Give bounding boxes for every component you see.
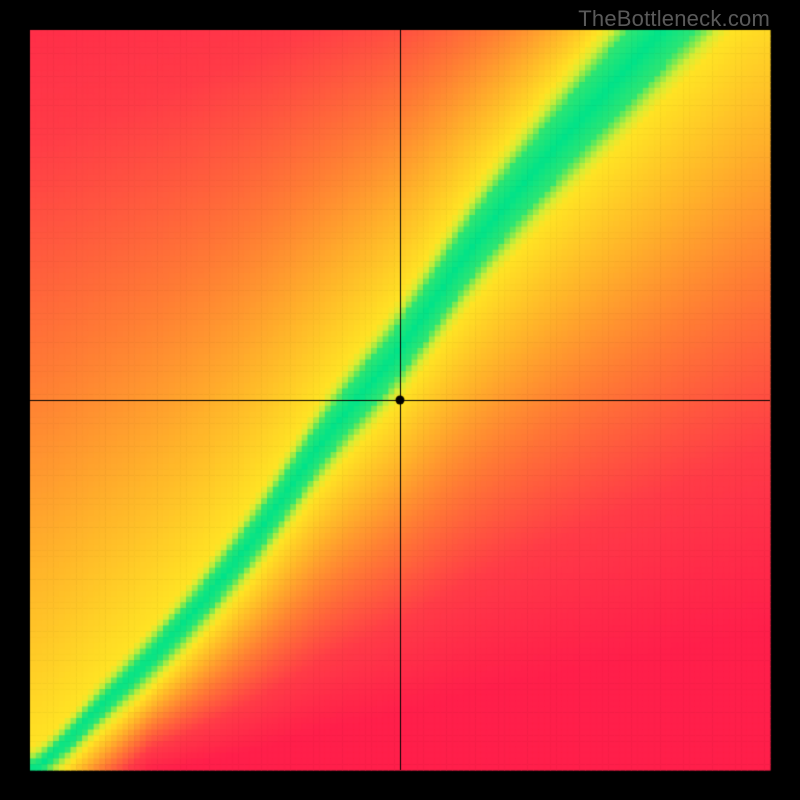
bottleneck-heatmap — [0, 0, 800, 800]
root: TheBottleneck.com — [0, 0, 800, 800]
watermark-text: TheBottleneck.com — [578, 6, 770, 32]
